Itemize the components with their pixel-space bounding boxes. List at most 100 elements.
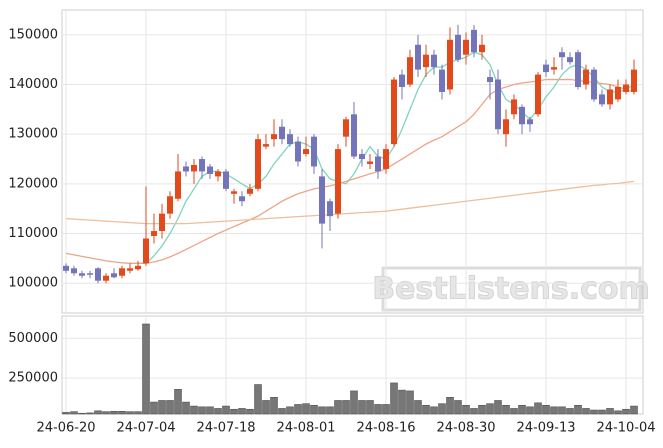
- candle-body: [503, 119, 509, 135]
- candle-body: [199, 159, 205, 172]
- candle-body: [231, 191, 237, 194]
- candle-body: [287, 134, 293, 145]
- candle-body: [343, 119, 349, 137]
- volume-bar: [358, 400, 366, 415]
- x-tick-label: 24-09-13: [516, 421, 575, 436]
- candle-body: [223, 171, 229, 189]
- volume-bar: [558, 406, 566, 415]
- volume-bar: [318, 406, 326, 415]
- volume-bar: [502, 404, 510, 415]
- candle-body: [583, 69, 589, 85]
- volume-bar: [278, 408, 286, 415]
- volume-bar: [438, 403, 446, 415]
- volume-bar: [230, 408, 238, 415]
- candle-body: [327, 201, 333, 217]
- candle-body: [495, 79, 501, 130]
- candle-body: [95, 268, 101, 281]
- x-tick-label: 24-08-16: [356, 421, 415, 436]
- x-tick-label: 24-08-30: [436, 421, 495, 436]
- volume-tick-label: 250000: [8, 371, 58, 386]
- candle-body: [127, 268, 133, 271]
- candle-body: [383, 149, 389, 169]
- candle-body: [455, 34, 461, 60]
- candle-body: [439, 69, 445, 92]
- y-tick-label: 100000: [8, 276, 58, 291]
- x-tick-label: 24-07-04: [116, 421, 175, 436]
- volume-bar: [414, 400, 422, 415]
- volume-bar: [510, 408, 518, 415]
- volume-bar: [86, 412, 94, 415]
- candle-body: [255, 139, 261, 189]
- volume-bar: [126, 411, 134, 415]
- volume-bar: [270, 397, 278, 415]
- volume-bar: [462, 404, 470, 415]
- candle-body: [407, 57, 413, 85]
- candle-body: [423, 54, 429, 68]
- volume-bar: [198, 406, 206, 415]
- candle-body: [143, 238, 149, 264]
- x-tick-label: 24-06-20: [36, 421, 95, 436]
- volume-bar: [326, 406, 334, 415]
- candle-body: [399, 74, 405, 87]
- candle-body: [463, 39, 469, 55]
- volume-bar: [302, 403, 310, 415]
- volume-bar: [614, 410, 622, 415]
- volume-bar: [190, 405, 198, 415]
- volume-bar: [182, 401, 190, 415]
- candle-body: [87, 273, 93, 275]
- candle-body: [63, 265, 69, 271]
- candle-body: [599, 94, 605, 105]
- candle-body: [207, 166, 213, 174]
- volume-bar: [334, 400, 342, 415]
- candle-body: [159, 213, 165, 232]
- volume-bar: [494, 400, 502, 415]
- candle-body: [623, 84, 629, 92]
- volume-bar: [582, 408, 590, 415]
- watermark-box: [381, 266, 642, 312]
- candle-body: [79, 273, 85, 276]
- volume-bar: [470, 408, 478, 415]
- candle-body: [103, 275, 109, 281]
- volume-bar: [518, 404, 526, 415]
- volume-bar: [206, 406, 214, 415]
- candle-body: [311, 136, 317, 167]
- volume-bar: [310, 404, 318, 415]
- volume-bar: [118, 411, 126, 415]
- volume-bar: [390, 382, 398, 415]
- candle-body: [303, 149, 309, 155]
- volume-bar: [262, 400, 270, 415]
- candle-body: [191, 164, 197, 172]
- candle-body: [183, 166, 189, 172]
- candle-body: [631, 69, 637, 92]
- volume-bar: [534, 402, 542, 415]
- volume-tick-label: 500000: [8, 331, 58, 346]
- volume-bar: [374, 404, 382, 415]
- watermark: BestListens.com: [372, 272, 650, 307]
- volume-bar: [598, 409, 606, 415]
- volume-bar: [158, 400, 166, 415]
- candle-body: [479, 44, 485, 53]
- x-tick-label: 24-08-01: [276, 421, 335, 436]
- candle-body: [359, 154, 365, 160]
- volume-bar: [254, 384, 262, 415]
- x-tick-label: 24-07-18: [196, 421, 255, 436]
- candle-body: [351, 114, 357, 157]
- candle-body: [591, 69, 597, 100]
- volume-bar: [174, 389, 182, 415]
- candle-body: [527, 119, 533, 125]
- volume-bar: [294, 404, 302, 415]
- candle-body: [167, 196, 173, 214]
- volume-bar: [382, 404, 390, 415]
- volume-bar: [566, 408, 574, 415]
- candle-body: [447, 39, 453, 90]
- candle-body: [519, 106, 525, 125]
- volume-bar: [478, 404, 486, 415]
- volume-bar: [422, 404, 430, 415]
- y-tick-label: 120000: [8, 176, 58, 191]
- volume-bar: [366, 400, 374, 415]
- volume-bar: [246, 408, 254, 415]
- volume-bar: [214, 408, 222, 415]
- candle-body: [431, 54, 437, 68]
